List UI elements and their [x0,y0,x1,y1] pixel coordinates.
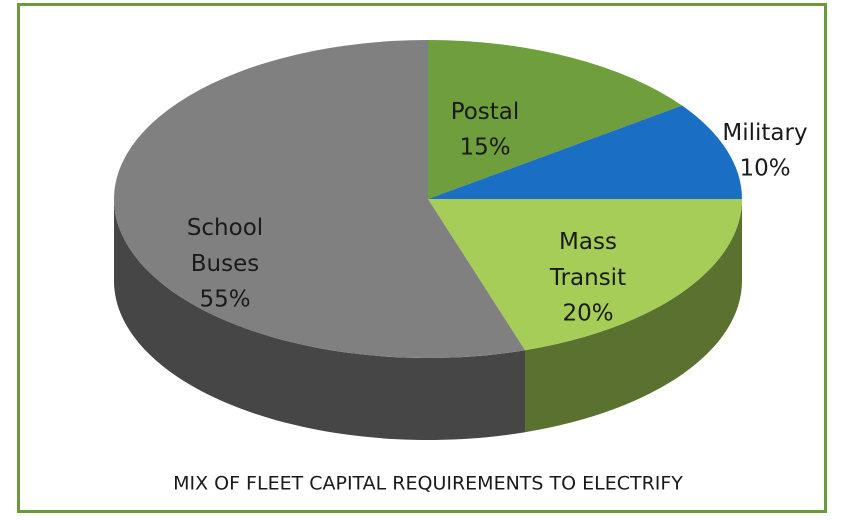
slice-label: Postal [451,99,520,125]
labels: Postal 15% Military 10% Mass Transit 20% School… [187,99,808,327]
slice-value-label: 15% [459,135,510,161]
slice-label: Mass Transit [549,229,626,291]
pie-slice-side [114,199,526,440]
slice-value-label: 20% [562,301,613,327]
pie-slice-side [525,199,742,433]
pie-slice [428,105,742,199]
pie-slice [428,40,683,199]
slice-value-label: 55% [199,287,250,313]
pie-slice [113,40,526,358]
slice-label: Military [722,120,807,146]
pie-slice [428,199,742,351]
pie [113,40,742,440]
slice-value-label: 10% [739,156,790,182]
chart-title: MIX OF FLEET CAPITAL REQUIREMENTS TO ELE… [173,473,683,495]
slice-label: School Buses [187,215,263,277]
